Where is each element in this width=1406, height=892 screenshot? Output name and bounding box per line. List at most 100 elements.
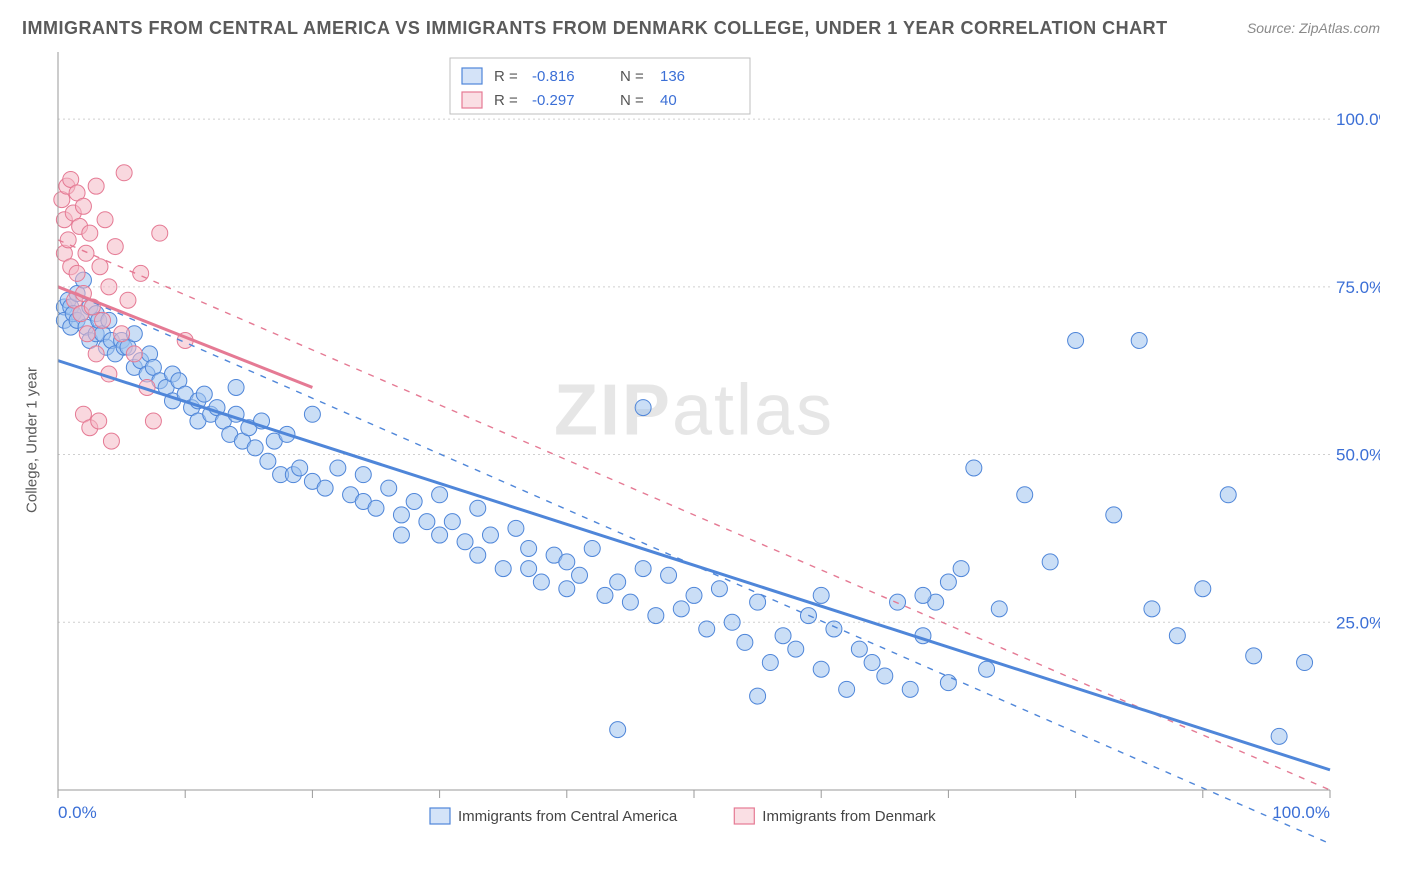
- data-point: [1297, 655, 1313, 671]
- source-label: Source:: [1247, 20, 1295, 36]
- data-point: [457, 534, 473, 550]
- data-point: [686, 587, 702, 603]
- chart-title: IMMIGRANTS FROM CENTRAL AMERICA VS IMMIG…: [22, 18, 1168, 39]
- data-point: [979, 661, 995, 677]
- data-point: [381, 480, 397, 496]
- data-point: [597, 587, 613, 603]
- data-point: [78, 245, 94, 261]
- data-point: [419, 514, 435, 530]
- data-point: [775, 628, 791, 644]
- data-point: [813, 661, 829, 677]
- data-point: [953, 561, 969, 577]
- data-point: [196, 386, 212, 402]
- data-point: [470, 500, 486, 516]
- legend-series-label: Immigrants from Central America: [458, 808, 678, 825]
- data-point: [533, 574, 549, 590]
- data-point: [622, 594, 638, 610]
- legend-r-label: R =: [494, 92, 518, 109]
- legend-swatch: [430, 808, 450, 824]
- legend-r-value: -0.816: [532, 68, 575, 85]
- data-point: [1017, 487, 1033, 503]
- data-point: [572, 567, 588, 583]
- data-point: [1144, 601, 1160, 617]
- data-point: [95, 312, 111, 328]
- legend-n-label: N =: [620, 68, 644, 85]
- data-point: [699, 621, 715, 637]
- data-point: [152, 225, 168, 241]
- data-point: [648, 608, 664, 624]
- source-value: ZipAtlas.com: [1299, 20, 1380, 36]
- data-point: [393, 527, 409, 543]
- data-point: [317, 480, 333, 496]
- data-point: [1195, 581, 1211, 597]
- data-point: [1131, 332, 1147, 348]
- scatter-chart: 25.0%50.0%75.0%100.0%ZIPatlas0.0%100.0%R…: [50, 50, 1380, 850]
- data-point: [292, 460, 308, 476]
- data-point: [521, 540, 537, 556]
- data-point: [673, 601, 689, 617]
- data-point: [559, 554, 575, 570]
- data-point: [711, 581, 727, 597]
- data-point: [75, 198, 91, 214]
- data-point: [432, 487, 448, 503]
- data-point: [88, 346, 104, 362]
- data-point: [247, 440, 263, 456]
- data-point: [82, 225, 98, 241]
- data-point: [635, 561, 651, 577]
- data-point: [826, 621, 842, 637]
- y-tick-label: 100.0%: [1336, 110, 1380, 129]
- data-point: [368, 500, 384, 516]
- legend-swatch: [462, 92, 482, 108]
- data-point: [915, 587, 931, 603]
- data-point: [851, 641, 867, 657]
- series-central_america: [56, 272, 1312, 744]
- data-point: [97, 212, 113, 228]
- legend-n-value: 136: [660, 68, 685, 85]
- data-point: [508, 520, 524, 536]
- data-point: [610, 722, 626, 738]
- data-point: [966, 460, 982, 476]
- data-point: [1068, 332, 1084, 348]
- data-point: [120, 292, 136, 308]
- chart-container: College, Under 1 year 25.0%50.0%75.0%100…: [50, 50, 1380, 830]
- data-point: [406, 494, 422, 510]
- data-point: [91, 413, 107, 429]
- data-point: [839, 681, 855, 697]
- data-point: [750, 594, 766, 610]
- data-point: [521, 561, 537, 577]
- data-point: [940, 675, 956, 691]
- x-tick-label: 0.0%: [58, 803, 97, 822]
- y-tick-label: 50.0%: [1336, 446, 1380, 465]
- data-point: [661, 567, 677, 583]
- watermark: ZIPatlas: [554, 370, 834, 450]
- data-point: [304, 406, 320, 422]
- data-point: [107, 239, 123, 255]
- data-point: [1106, 507, 1122, 523]
- data-point: [116, 165, 132, 181]
- data-point: [1220, 487, 1236, 503]
- data-point: [1246, 648, 1262, 664]
- data-point: [470, 547, 486, 563]
- data-point: [635, 400, 651, 416]
- data-point: [864, 655, 880, 671]
- data-point: [260, 453, 276, 469]
- legend-series-label: Immigrants from Denmark: [762, 808, 936, 825]
- data-point: [940, 574, 956, 590]
- data-point: [495, 561, 511, 577]
- data-point: [1169, 628, 1185, 644]
- data-point: [355, 467, 371, 483]
- svg-text:ZIPatlas: ZIPatlas: [554, 370, 834, 450]
- legend-r-value: -0.297: [532, 92, 575, 109]
- y-tick-label: 25.0%: [1336, 613, 1380, 632]
- data-point: [126, 346, 142, 362]
- data-point: [724, 614, 740, 630]
- source-attribution: Source: ZipAtlas.com: [1247, 20, 1380, 36]
- data-point: [762, 655, 778, 671]
- data-point: [788, 641, 804, 657]
- data-point: [228, 379, 244, 395]
- legend-r-label: R =: [494, 68, 518, 85]
- data-point: [393, 507, 409, 523]
- correlation-legend: R =-0.816N =136R =-0.297N =40: [450, 58, 750, 114]
- y-tick-label: 75.0%: [1336, 278, 1380, 297]
- legend-swatch: [462, 68, 482, 84]
